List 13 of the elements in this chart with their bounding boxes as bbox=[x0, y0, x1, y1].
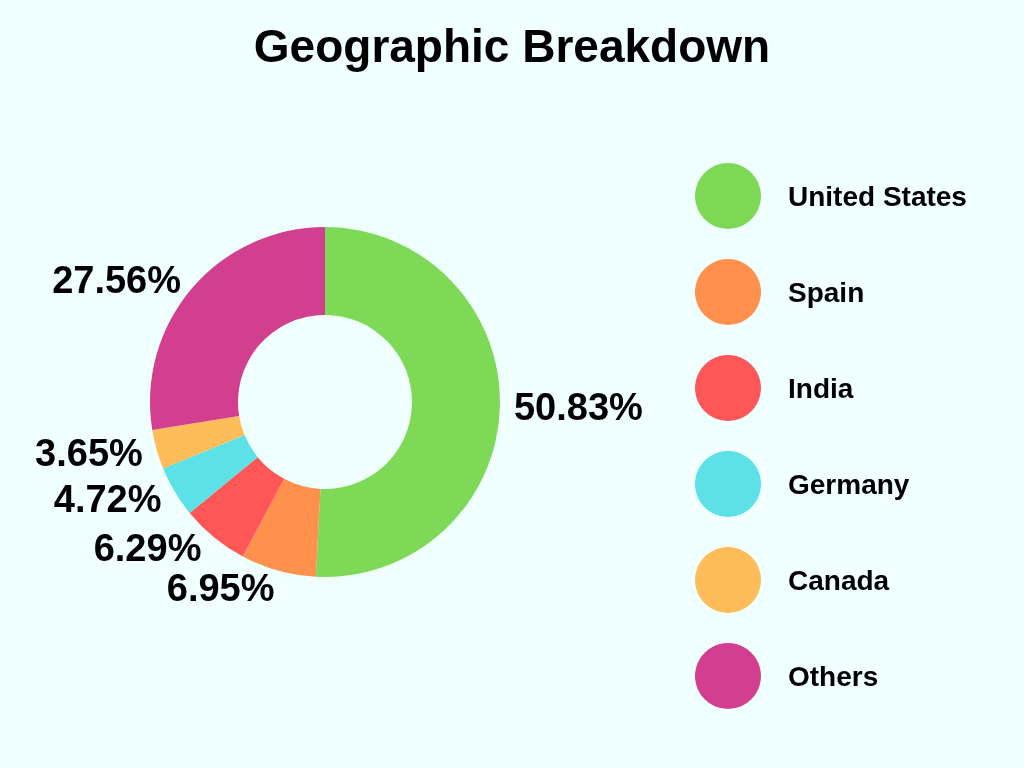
data-label: 50.83% bbox=[513, 385, 643, 428]
legend-label: Others bbox=[788, 660, 879, 692]
chart-title: Geographic Breakdown bbox=[253, 20, 771, 72]
data-label: 27.56% bbox=[52, 258, 182, 301]
legend-label: Canada bbox=[788, 564, 890, 596]
data-label: 3.65% bbox=[35, 432, 143, 475]
legend-label: India bbox=[788, 372, 854, 404]
legend-label: Spain bbox=[788, 276, 865, 308]
data-label: 6.29% bbox=[93, 527, 202, 570]
legend-label: United States bbox=[788, 180, 967, 212]
legend-label: Germany bbox=[788, 468, 910, 500]
data-label: 6.95% bbox=[166, 567, 275, 610]
data-label: 4.72% bbox=[53, 477, 162, 520]
